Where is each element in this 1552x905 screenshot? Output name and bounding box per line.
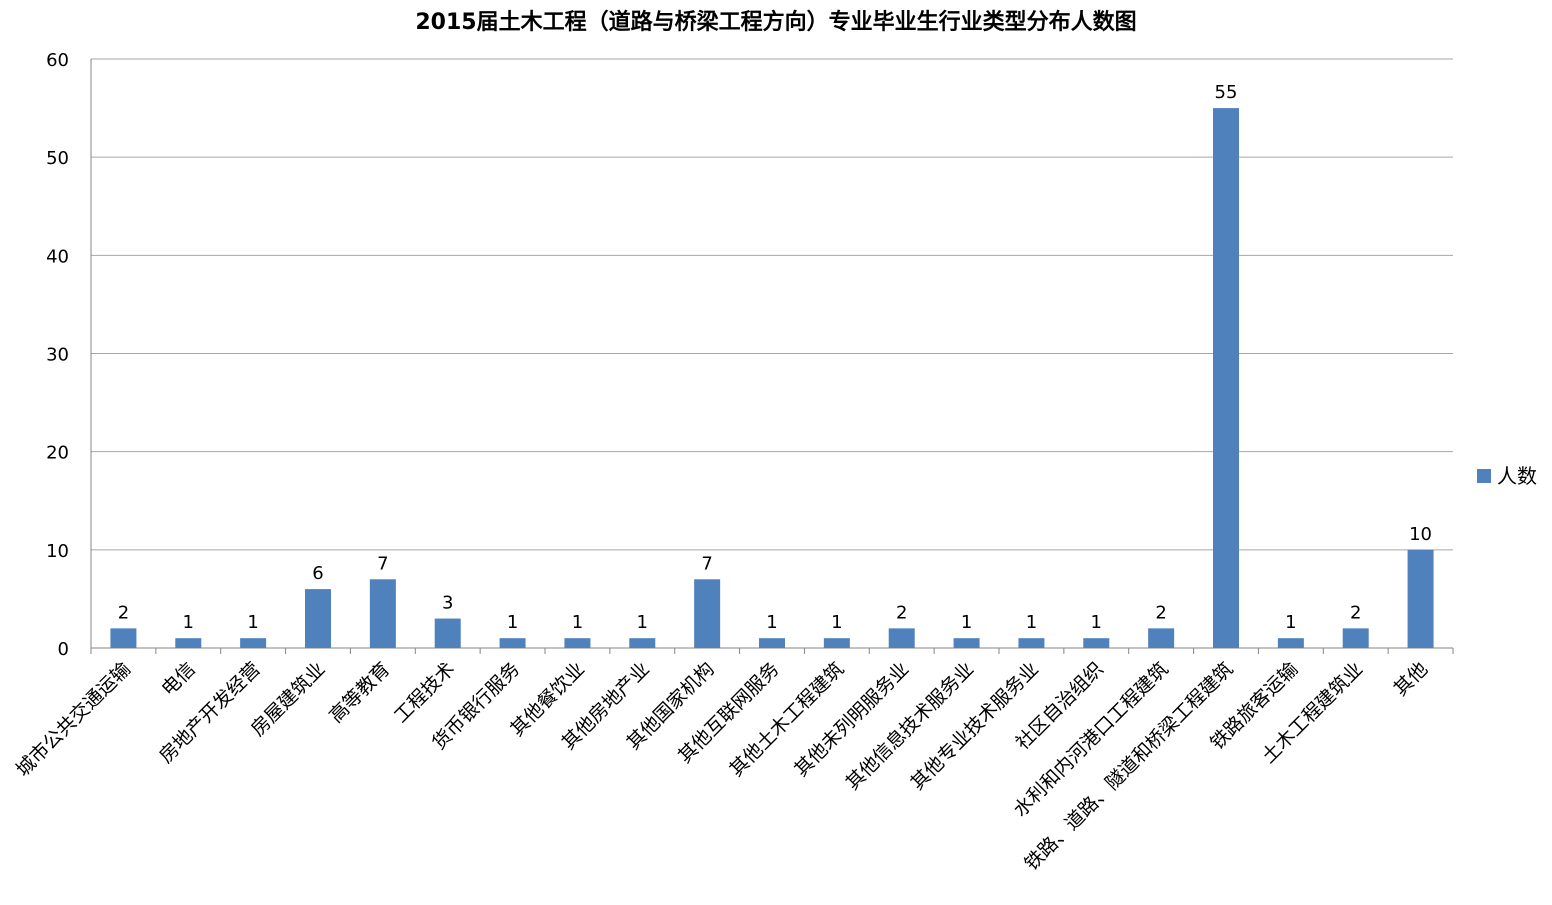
y-tick-label: 0 bbox=[58, 639, 69, 660]
bar bbox=[953, 638, 980, 648]
data-label: 1 bbox=[247, 612, 258, 633]
x-tick-label: 其他信息技术服务业 bbox=[842, 658, 978, 794]
bar bbox=[1083, 638, 1110, 648]
bar bbox=[110, 628, 137, 648]
data-label: 2 bbox=[1155, 602, 1166, 623]
bar bbox=[1342, 628, 1369, 648]
data-label: 2 bbox=[1350, 602, 1361, 623]
x-tick-label: 其他专业技术服务业 bbox=[906, 658, 1042, 794]
data-label: 1 bbox=[1026, 612, 1037, 633]
y-tick-label: 10 bbox=[46, 541, 69, 562]
bar bbox=[1277, 638, 1304, 648]
bar bbox=[629, 638, 656, 648]
y-tick-label: 30 bbox=[46, 345, 69, 366]
legend-swatch bbox=[1477, 469, 1491, 483]
data-label: 1 bbox=[183, 612, 194, 633]
bar bbox=[240, 638, 267, 648]
x-tick-label: 电信 bbox=[157, 658, 199, 700]
data-label: 6 bbox=[312, 563, 323, 584]
x-tick-label: 其他土木工程建筑 bbox=[725, 658, 848, 781]
x-tick-label: 高等教育 bbox=[325, 658, 394, 727]
bar bbox=[499, 638, 526, 648]
y-tick-label: 40 bbox=[46, 246, 69, 267]
data-label: 10 bbox=[1409, 524, 1432, 545]
data-label: 7 bbox=[377, 553, 388, 574]
bar bbox=[305, 589, 331, 648]
bar bbox=[564, 638, 591, 648]
data-label: 1 bbox=[961, 612, 972, 633]
bar bbox=[1407, 549, 1434, 648]
y-tick-label: 20 bbox=[46, 443, 69, 464]
x-tick-label: 其他 bbox=[1390, 658, 1432, 700]
legend-label: 人数 bbox=[1497, 464, 1537, 488]
x-tick-label: 其他未列明服务业 bbox=[790, 658, 913, 781]
bar bbox=[888, 628, 915, 648]
data-label: 1 bbox=[572, 612, 583, 633]
bar bbox=[434, 618, 461, 648]
data-label: 2 bbox=[896, 602, 907, 623]
x-tick-label: 城市公共交通运输 bbox=[12, 658, 135, 781]
bar bbox=[369, 579, 396, 648]
data-label: 2 bbox=[118, 602, 129, 623]
bar bbox=[1148, 628, 1175, 648]
data-label: 7 bbox=[701, 553, 712, 574]
bar bbox=[1018, 638, 1045, 648]
chart-title: 2015届土木工程（道路与桥梁工程方向）专业毕业生行业类型分布人数图 bbox=[415, 10, 1137, 35]
data-label: 1 bbox=[766, 612, 777, 633]
data-label: 1 bbox=[1285, 612, 1296, 633]
y-tick-label: 50 bbox=[46, 148, 69, 169]
data-label: 1 bbox=[1091, 612, 1102, 633]
data-label: 1 bbox=[507, 612, 518, 633]
bar bbox=[1213, 108, 1239, 649]
data-label: 1 bbox=[831, 612, 842, 633]
y-tick-label: 60 bbox=[46, 50, 69, 71]
bar bbox=[823, 638, 850, 648]
data-label: 55 bbox=[1215, 82, 1238, 103]
bar bbox=[759, 638, 785, 648]
bar bbox=[175, 638, 202, 648]
bar bbox=[694, 579, 721, 648]
data-label: 1 bbox=[637, 612, 648, 633]
data-label: 3 bbox=[442, 593, 453, 614]
